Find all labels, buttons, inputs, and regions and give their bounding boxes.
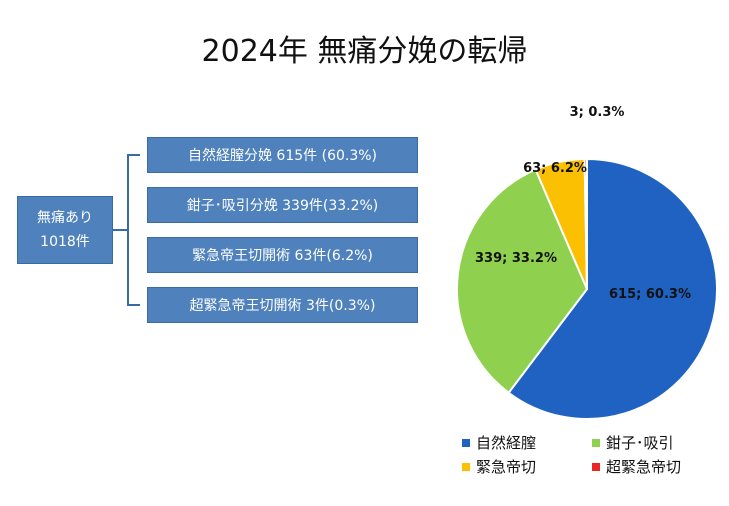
pie-slice-super-emergency	[583, 157, 588, 290]
outcome-box-natural: 自然経膣分娩 615件 (60.3%)	[147, 137, 418, 173]
total-count: 1018件	[40, 234, 90, 250]
legend-item-emergency: 緊急帝切	[462, 456, 536, 477]
legend-swatch-emergency	[462, 462, 470, 471]
legend-label-emergency: 緊急帝切	[476, 458, 537, 476]
pie-slice-instrumental	[456, 168, 589, 395]
legend-swatch-natural	[462, 438, 470, 447]
pie-label-emergency: 63; 6.2%	[523, 161, 587, 176]
legend-item-instrumental: 鉗子･吸引	[592, 432, 674, 453]
outcome-box-instrumental: 鉗子･吸引分娩 339件(33.2%)	[147, 187, 418, 223]
legend-item-super-emergency: 超緊急帝切	[592, 456, 681, 477]
legend-label-super-emergency: 超緊急帝切	[606, 458, 682, 476]
total-box: 無痛あり 1018件	[17, 196, 113, 264]
pie-label-instrumental: 339; 33.2%	[475, 251, 557, 266]
legend-swatch-instrumental	[592, 438, 600, 447]
legend-label-instrumental: 鉗子･吸引	[606, 434, 674, 452]
outcome-box-super-emergency: 超緊急帝王切開術 3件(0.3%)	[147, 287, 418, 323]
pie-label-natural: 615; 60.3%	[609, 287, 691, 302]
legend-item-natural: 自然経膣	[462, 432, 536, 453]
page-title: 2024年 無痛分娩の転帰	[201, 34, 528, 69]
outcome-box-emergency: 緊急帝王切開術 63件(6.2%)	[147, 237, 418, 273]
pie-label-super-emergency: 3; 0.3%	[570, 105, 625, 120]
total-label: 無痛あり	[37, 210, 93, 226]
legend-label-natural: 自然経膣	[476, 434, 537, 452]
legend-swatch-super-emergency	[592, 462, 600, 471]
pie-slice-natural	[507, 157, 718, 420]
